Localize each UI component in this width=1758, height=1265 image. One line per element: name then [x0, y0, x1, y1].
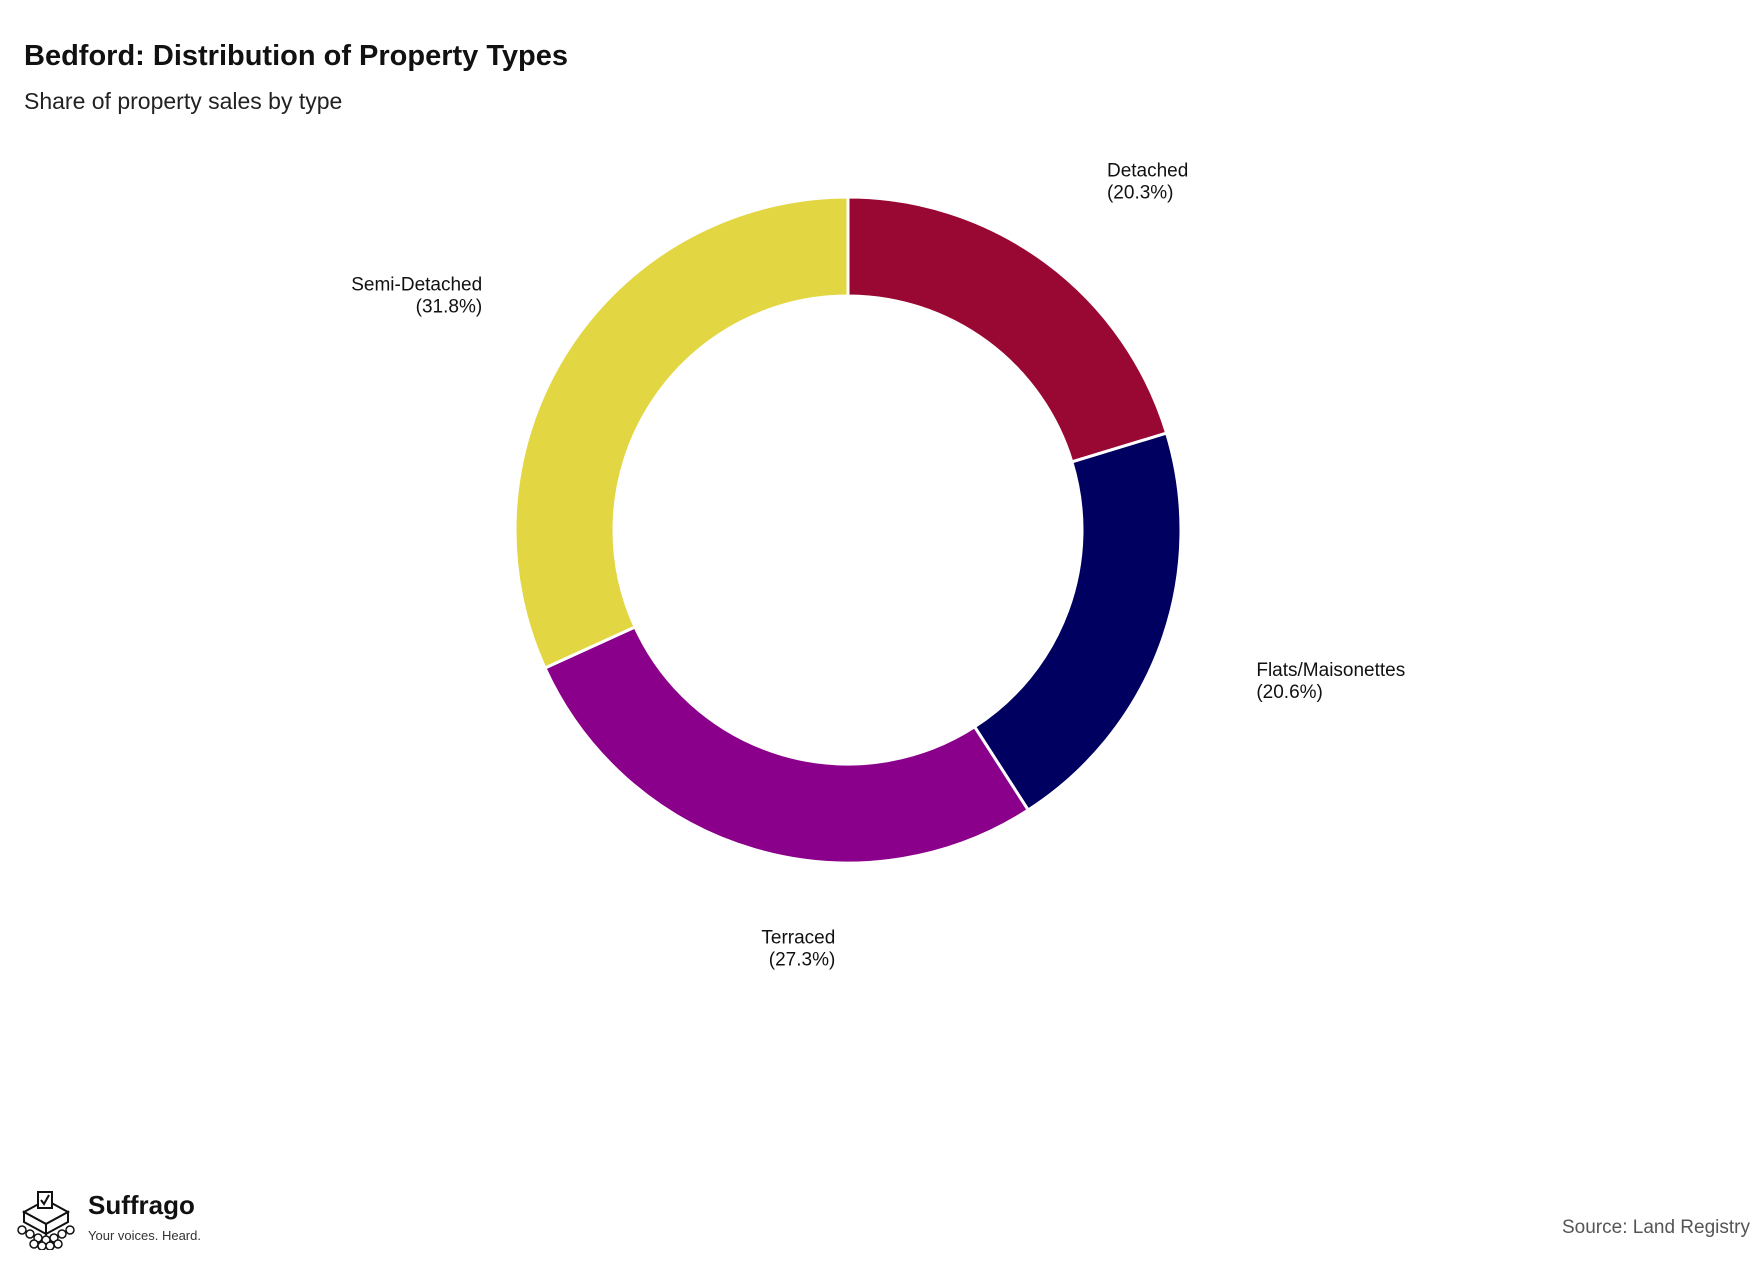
ballot-box-icon: [17, 1191, 75, 1250]
brand-name: Suffrago: [88, 1190, 195, 1220]
slice-flats-maisonettes: [972, 431, 1183, 813]
slice-label-detached: Detached (20.3%): [1107, 161, 1188, 204]
slice-label-terraced: Terraced (27.3%): [761, 927, 835, 970]
slice-detached: [846, 195, 1169, 464]
slice-percent: (27.3%): [769, 949, 836, 970]
slice-label-semi-detached: Semi-Detached (31.8%): [351, 275, 482, 318]
slice-percent: (20.6%): [1256, 682, 1323, 703]
slice-name: Semi-Detached: [351, 275, 482, 296]
slice-name: Terraced: [761, 927, 835, 948]
slice-name: Flats/Maisonettes: [1256, 660, 1405, 681]
brand-logo: Suffrago Your voices. Heard.: [16, 1190, 216, 1250]
slice-semi-detached: [513, 195, 850, 670]
slice-label-flats-maisonettes: Flats/Maisonettes (20.6%): [1256, 660, 1405, 703]
slice-percent: (31.8%): [416, 297, 483, 318]
slice-percent: (20.3%): [1107, 183, 1174, 204]
chart-title: Bedford: Distribution of Property Types: [24, 40, 569, 72]
brand-tagline: Your voices. Heard.: [88, 1228, 201, 1243]
slice-terraced: [542, 624, 1031, 865]
source-note: Source: Land Registry: [1562, 1217, 1750, 1238]
slice-name: Detached: [1107, 161, 1188, 182]
chart-subtitle: Share of property sales by type: [24, 88, 343, 114]
